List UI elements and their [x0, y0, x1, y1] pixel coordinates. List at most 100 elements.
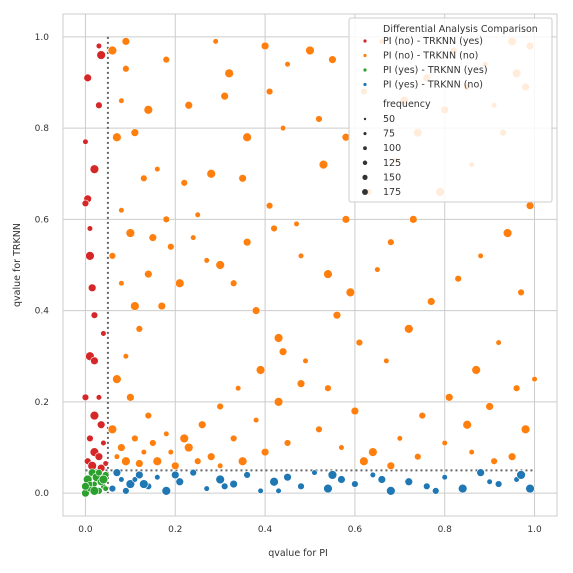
scatter-point — [117, 443, 126, 452]
scatter-point — [89, 486, 100, 496]
scatter-point — [238, 174, 247, 183]
scatter-point — [369, 471, 376, 479]
scatter-point — [476, 468, 485, 477]
scatter-point — [131, 434, 139, 443]
legend-series-marker — [363, 53, 367, 58]
scatter-point — [520, 424, 531, 434]
legend-size-marker — [362, 189, 368, 195]
scatter-point — [125, 479, 136, 489]
scatter-point — [94, 452, 104, 461]
x-tick-label: 0.8 — [438, 525, 453, 535]
scatter-point — [98, 474, 109, 485]
scatter-point — [171, 461, 180, 470]
legend-title: Differential Analysis Comparison — [383, 24, 538, 35]
scatter-point — [525, 483, 535, 494]
scatter-point — [215, 260, 225, 270]
scatter-point — [194, 457, 202, 465]
legend-size-marker — [363, 146, 367, 151]
legend-box — [348, 17, 553, 203]
scatter-point — [96, 420, 106, 429]
scatter-point — [108, 484, 117, 493]
scatter-point — [387, 238, 395, 246]
scatter-point — [90, 356, 99, 366]
scatter-point — [337, 475, 346, 484]
scatter-point — [102, 485, 109, 492]
scatter-point — [102, 460, 109, 467]
scatter-point — [122, 353, 129, 360]
scatter-point — [260, 41, 270, 51]
y-axis-ticks: 0.0 0.2 0.4 0.6 0.8 1.0 — [35, 33, 50, 499]
scatter-point — [180, 179, 188, 187]
scatter-point — [270, 224, 278, 233]
scatter-point — [107, 45, 118, 56]
y-tick-label: 0.8 — [35, 124, 50, 134]
x-tick-label: 0.6 — [348, 525, 363, 535]
scatter-point — [224, 68, 234, 79]
scatter-point — [162, 215, 170, 224]
scatter-point — [161, 486, 171, 496]
scatter-point — [130, 301, 140, 311]
scatter-point — [85, 251, 95, 261]
scatter-point — [112, 374, 122, 384]
scatter-point — [260, 447, 270, 457]
scatter-point — [374, 266, 381, 273]
scatter-point — [293, 220, 300, 228]
scatter-point — [216, 402, 224, 411]
scatter-point — [167, 243, 175, 251]
legend-series-label: PI (yes) - TRKNN (no) — [383, 80, 483, 91]
scatter-point — [139, 479, 149, 489]
scatter-point — [324, 384, 332, 392]
scatter-point — [81, 393, 90, 402]
scatter-point — [148, 233, 158, 242]
scatter-point — [490, 457, 498, 465]
scatter-point — [409, 215, 418, 224]
scatter-point — [441, 439, 448, 447]
scatter-point — [81, 482, 90, 491]
scatter-point — [269, 477, 279, 487]
scatter-point — [423, 482, 431, 491]
scatter-point — [112, 132, 122, 142]
scatter-point — [87, 283, 97, 293]
data-points — [81, 36, 538, 498]
scatter-point — [163, 430, 170, 437]
scatter-point — [83, 73, 92, 83]
scatter-point — [89, 410, 100, 421]
scatter-point — [189, 468, 197, 477]
scatter-point — [154, 166, 161, 173]
scatter-point — [96, 50, 106, 60]
scatter-point — [341, 215, 351, 224]
scatter-point — [140, 174, 148, 182]
scatter-point — [486, 478, 493, 485]
scatter-point — [265, 87, 274, 96]
scatter-point — [386, 486, 396, 496]
scatter-point — [275, 487, 282, 495]
scatter-point — [220, 91, 229, 101]
scatter-point — [162, 55, 170, 64]
x-tick-label: 1.0 — [527, 525, 542, 535]
scatter-point — [297, 482, 305, 491]
x-tick-label: 0.4 — [258, 525, 273, 535]
legend-size-marker — [363, 117, 367, 121]
y-tick-label: 1.0 — [35, 33, 50, 43]
legend-size-label: 175 — [383, 187, 401, 198]
scatter-point — [243, 471, 251, 479]
x-tick-label: 0.2 — [168, 525, 182, 535]
scatter-point — [323, 269, 333, 279]
scatter-point — [253, 417, 260, 424]
scatter-point — [377, 475, 387, 484]
scatter-point — [328, 55, 337, 64]
scatter-point — [118, 280, 125, 287]
scatter-point — [517, 288, 525, 297]
scatter-point — [454, 274, 462, 283]
scatter-point — [118, 207, 125, 214]
scatter-point — [179, 433, 189, 444]
scatter-point — [284, 61, 291, 68]
legend-size-marker — [362, 174, 368, 180]
scatter-point — [296, 379, 306, 388]
scatter-point — [184, 442, 194, 453]
legend-series-label: PI (no) - TRKNN (no) — [383, 51, 478, 62]
scatter-point — [235, 385, 242, 392]
scatter-point — [149, 439, 157, 447]
scatter-point — [383, 357, 390, 364]
x-axis-label: qvalue for PI — [268, 548, 328, 559]
